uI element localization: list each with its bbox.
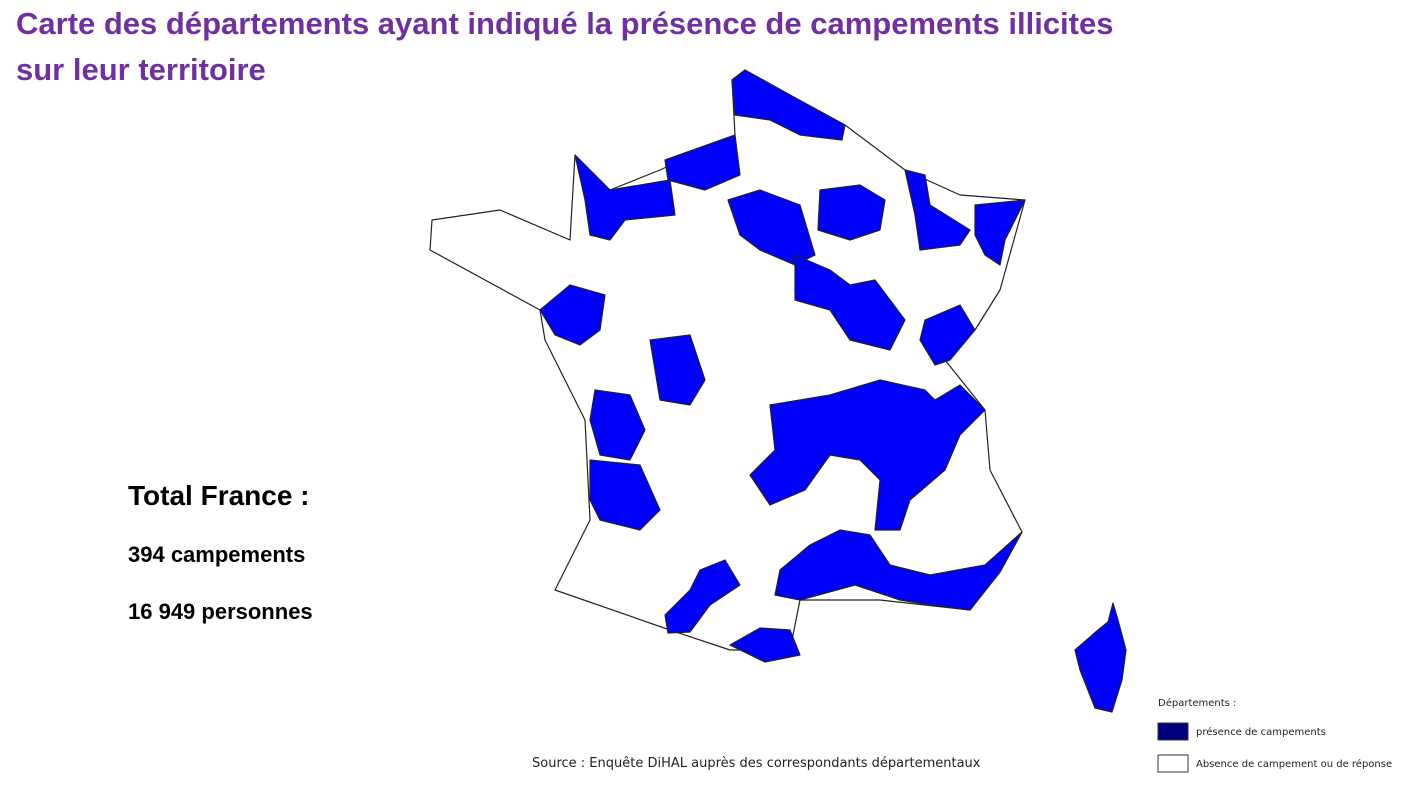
total-people: 16 949 personnes [128, 599, 313, 624]
corsica [1074, 602, 1127, 713]
source: Source : Enquête DiHAL auprès des corres… [532, 756, 981, 771]
total-heading: Total France : [128, 480, 310, 511]
legend: présence de campements Absence de campeme… [1157, 722, 1392, 773]
legend-title: Départements : [1158, 697, 1236, 709]
title-line: Carte des départements ayant indiqué la … [16, 6, 1114, 41]
legend-label: présence de campements [1196, 726, 1326, 738]
departments-presence [539, 69, 1026, 663]
title-line: sur leur territoire [16, 52, 266, 87]
legend-swatch [1157, 754, 1189, 773]
total-camps: 394 campements [128, 542, 306, 567]
legend-swatch [1157, 722, 1189, 741]
legend-label: Absence de campement ou de réponse [1196, 758, 1392, 770]
